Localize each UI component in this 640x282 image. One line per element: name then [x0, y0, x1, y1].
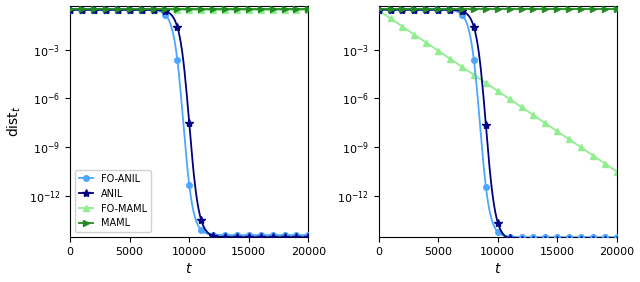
FO-MAML	[396, 23, 404, 27]
MAML	[396, 8, 404, 11]
MAML	[166, 8, 174, 11]
ANIL	[305, 235, 312, 239]
MAML	[67, 8, 75, 11]
FO-MAML	[461, 68, 469, 71]
Line: FO-MAML: FO-MAML	[67, 7, 311, 12]
ANIL	[375, 8, 383, 11]
ANIL	[504, 236, 511, 239]
MAML	[153, 8, 161, 11]
Y-axis label: dist$_t$: dist$_t$	[6, 105, 23, 137]
ANIL	[284, 235, 292, 239]
Line: ANIL: ANIL	[66, 5, 312, 241]
ANIL	[153, 8, 161, 12]
Line: ANIL: ANIL	[374, 5, 621, 244]
FO-MAML	[504, 96, 511, 99]
FO-ANIL	[613, 235, 621, 239]
MAML	[195, 8, 203, 11]
FO-MAML	[593, 156, 600, 160]
MAML	[305, 8, 312, 11]
FO-ANIL	[475, 107, 483, 111]
Line: FO-ANIL: FO-ANIL	[376, 7, 620, 240]
Line: FO-ANIL: FO-ANIL	[67, 7, 311, 238]
FO-ANIL	[593, 235, 600, 239]
MAML	[613, 8, 621, 11]
ANIL	[613, 238, 621, 242]
FO-ANIL	[88, 8, 95, 11]
FO-ANIL	[67, 8, 74, 11]
FO-ANIL	[376, 8, 383, 11]
Line: MAML: MAML	[376, 6, 620, 12]
ANIL	[396, 8, 404, 11]
FO-ANIL	[153, 9, 161, 12]
MAML	[375, 8, 383, 11]
FO-MAML	[153, 8, 161, 11]
X-axis label: $t$: $t$	[186, 263, 193, 276]
Line: FO-MAML: FO-MAML	[376, 8, 620, 175]
FO-MAML	[166, 8, 174, 11]
ANIL	[376, 8, 383, 11]
FO-MAML	[67, 8, 75, 11]
MAML	[593, 8, 600, 11]
FO-ANIL	[396, 8, 404, 11]
MAML	[284, 8, 292, 11]
MAML	[504, 8, 511, 11]
ANIL	[461, 11, 469, 15]
FO-ANIL	[195, 225, 203, 228]
FO-ANIL	[375, 8, 383, 11]
MAML	[88, 8, 95, 11]
FO-MAML	[88, 8, 95, 11]
Legend: FO-ANIL, ANIL, FO-MAML, MAML: FO-ANIL, ANIL, FO-MAML, MAML	[75, 170, 151, 232]
MAML	[475, 8, 483, 11]
ANIL	[67, 8, 75, 11]
Line: MAML: MAML	[67, 6, 311, 12]
FO-MAML	[284, 8, 292, 11]
ANIL	[475, 50, 483, 53]
MAML	[461, 8, 469, 11]
FO-MAML	[475, 76, 483, 80]
FO-ANIL	[504, 235, 511, 238]
X-axis label: $t$: $t$	[494, 263, 502, 276]
ANIL	[195, 208, 203, 212]
ANIL	[67, 8, 74, 11]
FO-MAML	[195, 8, 203, 11]
FO-ANIL	[166, 21, 174, 25]
FO-ANIL	[461, 19, 469, 22]
FO-MAML	[305, 8, 312, 11]
ANIL	[166, 12, 174, 16]
FO-MAML	[67, 8, 74, 11]
FO-MAML	[613, 170, 621, 173]
MAML	[67, 8, 74, 11]
FO-MAML	[376, 10, 383, 13]
ANIL	[88, 8, 95, 11]
ANIL	[593, 238, 600, 242]
FO-ANIL	[67, 8, 75, 11]
FO-ANIL	[305, 233, 312, 237]
FO-MAML	[375, 9, 383, 12]
FO-ANIL	[284, 233, 292, 237]
MAML	[376, 8, 383, 11]
